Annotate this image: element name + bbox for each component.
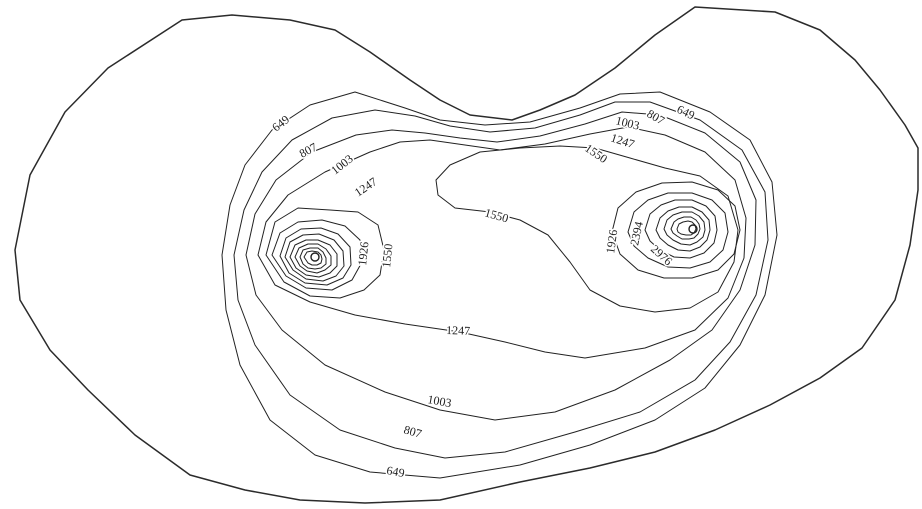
contour-2394 xyxy=(627,192,729,269)
contour-right-r5 xyxy=(663,211,706,246)
label-807-bottom: 807 xyxy=(402,422,423,440)
label-649-left: 649 xyxy=(269,112,292,134)
label-1550-left: 1550 xyxy=(379,243,395,268)
contour-1550-left xyxy=(265,207,385,299)
contour-1926-left xyxy=(271,219,363,291)
label-807-left: 807 xyxy=(297,140,319,161)
contour-left-r2 xyxy=(279,227,352,286)
peak-right-marker xyxy=(688,224,698,234)
label-807-right: 807 xyxy=(645,106,668,127)
contour-right-r6 xyxy=(670,216,701,240)
label-1003-bottom: 1003 xyxy=(426,392,452,410)
contour-1247 xyxy=(257,126,747,359)
contour-1550-right xyxy=(435,145,739,313)
contour-left-r5 xyxy=(294,243,332,274)
label-1926-left: 1926 xyxy=(355,241,371,266)
contour-left-r6 xyxy=(299,247,327,270)
contour-1926-right xyxy=(611,181,741,279)
contour-2976 xyxy=(644,199,718,259)
label-1247-left: 1247 xyxy=(352,174,380,199)
label-1926-right: 1926 xyxy=(603,229,620,255)
label-649-bottom: 649 xyxy=(385,463,405,480)
label-1550-center: 1550 xyxy=(483,205,510,225)
peak-left-marker xyxy=(310,252,320,262)
contour-left-r7 xyxy=(303,250,323,266)
label-1247-right: 1247 xyxy=(609,131,636,152)
contour-649 xyxy=(221,91,778,479)
label-1003-left: 1003 xyxy=(328,152,356,178)
label-1003-right: 1003 xyxy=(614,113,641,132)
contour-left-r4 xyxy=(289,239,338,278)
contour-1003 xyxy=(245,111,757,421)
contour-right-r4 xyxy=(655,206,711,252)
label-2976: 2976 xyxy=(648,242,675,268)
outer-boundary xyxy=(14,6,919,504)
contour-right-r7 xyxy=(676,220,697,236)
label-2394: 2394 xyxy=(627,220,646,246)
label-1550-right: 1550 xyxy=(582,141,610,166)
contour-807 xyxy=(233,101,769,459)
contour-left-r3 xyxy=(284,233,345,282)
label-1247-bottom: 1247 xyxy=(446,323,470,338)
